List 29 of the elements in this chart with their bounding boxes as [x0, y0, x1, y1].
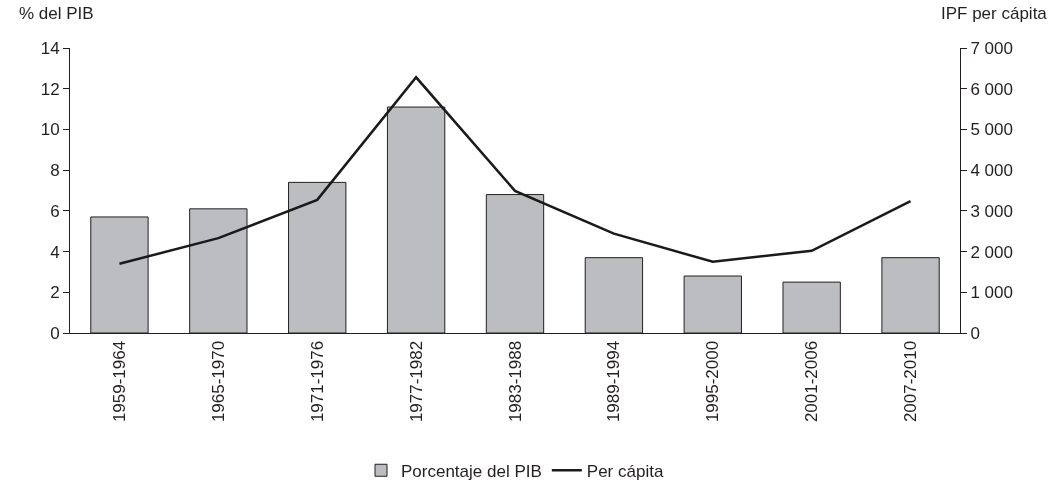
x-tick-label: 1995-2000 — [703, 340, 723, 423]
x-tick-label: 1989-1994 — [604, 340, 624, 423]
x-tick-label: 2007-2010 — [901, 340, 921, 423]
y-tick-label: 4 — [50, 242, 60, 262]
y2-tick-label: 7 000 — [970, 38, 1013, 58]
y-tick-label: 6 — [50, 201, 60, 221]
y2-tick-label: 3 000 — [970, 201, 1013, 221]
y2-tick-label: 0 — [970, 323, 980, 343]
x-tick-label: 1977-1982 — [406, 340, 426, 423]
legend-label: Porcentaje del PIB — [401, 461, 542, 481]
x-tick-label: 1959-1964 — [109, 340, 129, 423]
x-tick-label: 1971-1976 — [307, 340, 327, 423]
y2-tick-label: 1 000 — [970, 283, 1013, 303]
y2-tick-label: 5 000 — [970, 120, 1013, 140]
legend-label: Per cápita — [586, 461, 664, 481]
y2-tick-label: 2 000 — [970, 242, 1013, 262]
x-tick-label: 1983-1988 — [505, 340, 525, 423]
y-tick-label: 12 — [40, 79, 60, 99]
y-tick-label: 2 — [50, 283, 60, 303]
y2-tick-label: 6 000 — [970, 79, 1013, 99]
y-tick-label: 0 — [50, 323, 60, 343]
y2-axis-title: IPF per cápita — [941, 4, 1048, 23]
y-tick-label: 10 — [40, 120, 60, 140]
y-tick-label: 14 — [40, 38, 60, 58]
y-tick-label: 8 — [50, 161, 60, 181]
x-tick-label: 2001-2006 — [802, 340, 822, 423]
y-axis-title: % del PIB — [19, 4, 94, 23]
y2-tick-label: 4 000 — [970, 161, 1013, 181]
x-tick-label: 1965-1970 — [208, 340, 228, 423]
